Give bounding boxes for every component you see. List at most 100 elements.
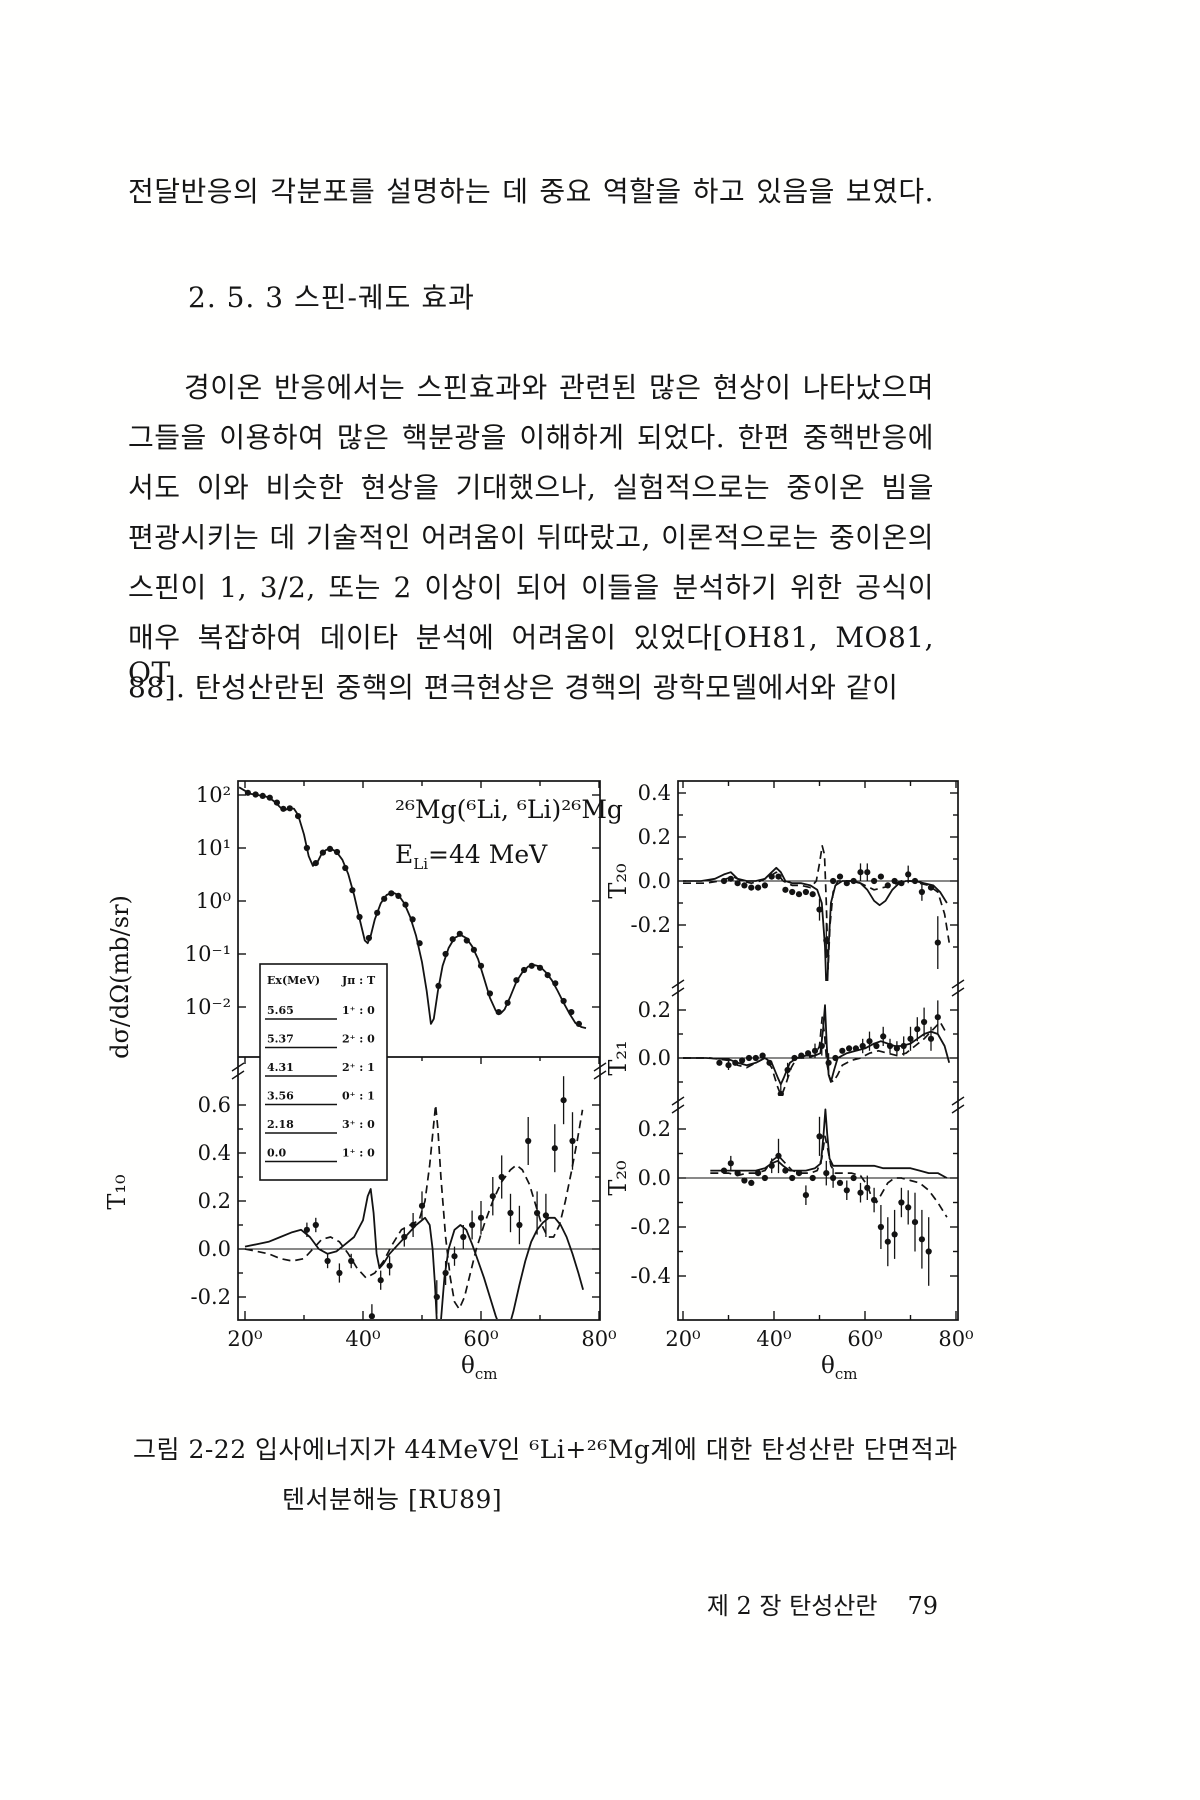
y-tick-label: 0.2 [638,998,671,1022]
section-heading: 2. 5. 3 스핀-궤도 효과 [188,281,475,314]
data-point [552,980,559,987]
data-point [720,1167,728,1174]
data-point [435,982,442,989]
y-tick-label: 0.2 [198,1189,231,1213]
data-point [727,1160,734,1167]
x-tick-label: 40⁰ [345,1327,380,1351]
t20-bottom-dashed-curve [710,1135,948,1218]
data-point [832,1054,839,1062]
y-tick-label: 10⁻² [185,995,231,1019]
data-point [755,884,762,891]
data-point [521,966,528,974]
data-point [410,1221,417,1229]
data-point [802,1192,810,1199]
data-point [905,871,912,878]
data-point [918,888,926,896]
y-tick-label: 0.0 [638,1166,671,1190]
data-point [745,1054,753,1062]
data-point [342,864,349,872]
data-point [388,890,395,897]
data-point [748,1179,755,1186]
data-point [720,877,728,885]
data-point [918,1236,926,1243]
data-point [377,1277,384,1284]
data-point [477,1214,485,1221]
data-point [789,1174,796,1182]
y-tick-label: 0.6 [198,1093,231,1117]
data-point [333,848,341,856]
y-tick-label: -0.4 [631,1264,672,1288]
panel-cross-section [239,786,587,1029]
data-point [777,1090,784,1096]
t10-ylabel: T₁₀ [103,1174,131,1209]
inset-ex-value: 4.31 [267,1061,294,1074]
data-point [761,1174,769,1182]
inset-jpt-value: 2⁺ : 1 [342,1061,375,1074]
data-point [859,1042,866,1050]
data-point [871,1196,878,1204]
y-tick-label: -0.2 [191,1285,232,1309]
data-point [449,936,456,943]
chapter-footer-text: 제 2 장 탄성산란 [706,1592,878,1620]
data-point [356,913,363,921]
data-point [739,1057,746,1064]
data-point [864,1184,871,1191]
page-footer: 제 2 장 탄성산란 79 [0,1586,938,1621]
data-point [898,880,905,887]
paragraph-line: 매우 복잡하여 데이타 분석에 어려움이 있었다[OH81, MO81, OT [128,621,934,689]
energy-title: ELi=44 MeV [395,840,548,873]
data-point [244,789,251,796]
data-point [934,1014,941,1021]
data-point [495,1009,502,1016]
y-tick-label: 0.4 [198,1141,231,1165]
x-tick-label: 80⁰ [938,1327,973,1351]
cross-section-points [244,789,582,1027]
data-point [365,934,372,942]
inset-content: Ex(MeV) Jπ : T 5.65 1⁺ : 0 5.37 2⁺ : 0 4.31 2⁺ … [265,974,376,1163]
data-point [914,1026,921,1033]
data-point [825,1059,832,1066]
t20-bottom-ylabel: T₂₀ [604,1160,632,1195]
data-point [884,1238,891,1245]
t21-ylabel: T₂₁ [604,1040,632,1075]
t20-top-points [720,863,941,969]
paragraph-line: 그들을 이용하여 많은 핵분광을 이해하게 되었다. 한편 중핵반응에 [128,421,934,454]
data-point [295,813,302,820]
inset-ex-value: 2.18 [267,1118,294,1131]
data-point [324,1257,331,1265]
data-point [823,1170,830,1177]
data-point [504,999,511,1006]
t20-bottom-solid-curve [710,1108,948,1179]
data-point [927,884,935,891]
data-point [734,1170,741,1177]
data-point [433,1293,440,1301]
data-point [734,880,741,887]
y-tick-label: 0.0 [638,869,671,893]
data-point [823,937,830,944]
data-point [775,873,782,880]
t21-points [716,1000,941,1096]
data-point [312,1221,319,1229]
data-point [568,1009,575,1016]
paragraph-line: 경이온 반응에서는 스핀효과와 관련된 많은 현상이 나타났으며 [184,371,934,404]
data-point [326,845,334,852]
data-point [795,891,803,898]
data-point [880,1033,887,1040]
data-point [791,1054,798,1062]
x-tick-label: 40⁰ [756,1327,791,1351]
data-point [560,1097,567,1104]
data-point [460,1233,467,1241]
data-point [402,901,409,908]
data-point [544,972,551,979]
data-point [748,884,755,891]
data-point [741,882,748,889]
y-tick-label: -0.2 [631,1215,672,1239]
data-point [802,888,810,896]
data-point [893,1045,901,1052]
cross-section-ylabel: dσ/dΩ(mb/sr) [106,895,134,1059]
x-tick-label: 20⁰ [665,1327,700,1351]
data-point [725,1062,732,1069]
data-point [286,805,293,812]
data-point [811,1047,819,1054]
data-point [442,950,449,958]
